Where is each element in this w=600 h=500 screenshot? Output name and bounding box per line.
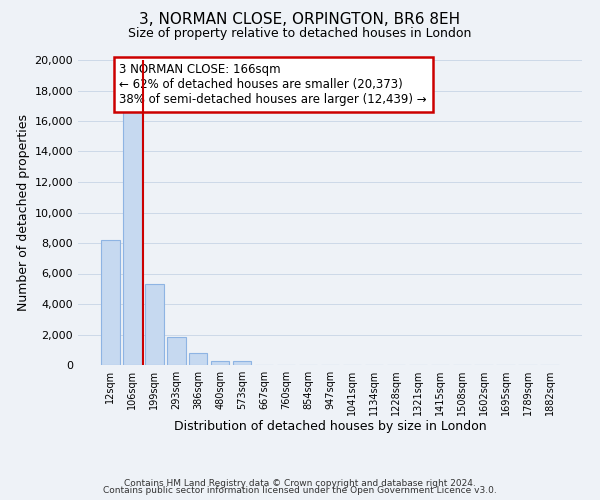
- Text: Contains public sector information licensed under the Open Government Licence v3: Contains public sector information licen…: [103, 486, 497, 495]
- Bar: [189, 353, 208, 365]
- Text: 3, NORMAN CLOSE, ORPINGTON, BR6 8EH: 3, NORMAN CLOSE, ORPINGTON, BR6 8EH: [139, 12, 461, 28]
- Text: Size of property relative to detached houses in London: Size of property relative to detached ho…: [128, 28, 472, 40]
- Bar: [123, 112, 142, 365]
- Text: Contains HM Land Registry data © Crown copyright and database right 2024.: Contains HM Land Registry data © Crown c…: [124, 478, 476, 488]
- Y-axis label: Number of detached properties: Number of detached properties: [17, 114, 31, 311]
- X-axis label: Distribution of detached houses by size in London: Distribution of detached houses by size …: [173, 420, 487, 432]
- Text: 3 NORMAN CLOSE: 166sqm
← 62% of detached houses are smaller (20,373)
38% of semi: 3 NORMAN CLOSE: 166sqm ← 62% of detached…: [119, 63, 427, 106]
- Bar: [211, 360, 229, 365]
- Bar: [233, 361, 251, 365]
- Bar: [167, 337, 185, 365]
- Bar: [101, 240, 119, 365]
- Bar: [145, 284, 164, 365]
